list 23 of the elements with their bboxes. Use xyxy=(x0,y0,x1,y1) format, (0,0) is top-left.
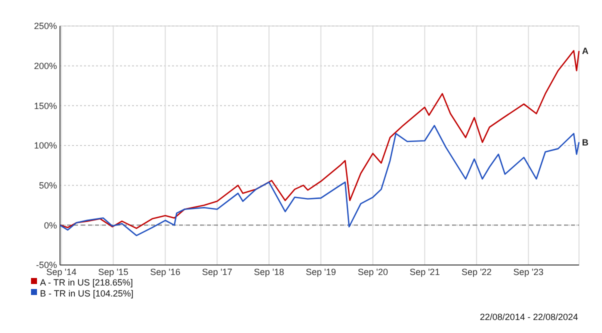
annotation: B xyxy=(582,137,589,148)
y-tick-label: 150% xyxy=(34,100,57,111)
y-tick-label: 100% xyxy=(34,140,57,151)
text: 22/08/2014 - 22/08/2024 xyxy=(480,312,578,322)
x-tick-label: Sep '16 xyxy=(150,267,180,277)
x-tick-label: Sep '19 xyxy=(306,267,336,277)
line-series xyxy=(59,124,580,236)
annotation: A xyxy=(582,46,589,56)
y-tick-label: 250% xyxy=(34,21,57,32)
legend-label: B - TR in US [104.25%] xyxy=(40,288,134,299)
x-tick-label: Sep '23 xyxy=(513,267,544,277)
x-tick-label: Sep '17 xyxy=(202,267,232,277)
y-tick-label: 50% xyxy=(38,180,57,190)
line-series xyxy=(59,50,580,230)
legend-label: A - TR in US [218.65%] xyxy=(40,278,133,288)
y-tick-label: 200% xyxy=(34,60,57,71)
x-tick-label: Sep '14 xyxy=(46,267,77,277)
x-tick-label: Sep '18 xyxy=(254,267,284,277)
x-tick-label: Sep '15 xyxy=(98,267,128,277)
y-tick-label: 0% xyxy=(44,220,57,230)
x-tick-label: Sep '22 xyxy=(461,267,492,277)
x-tick-label: Sep '21 xyxy=(410,267,440,277)
x-tick-label: Sep '20 xyxy=(358,267,388,277)
